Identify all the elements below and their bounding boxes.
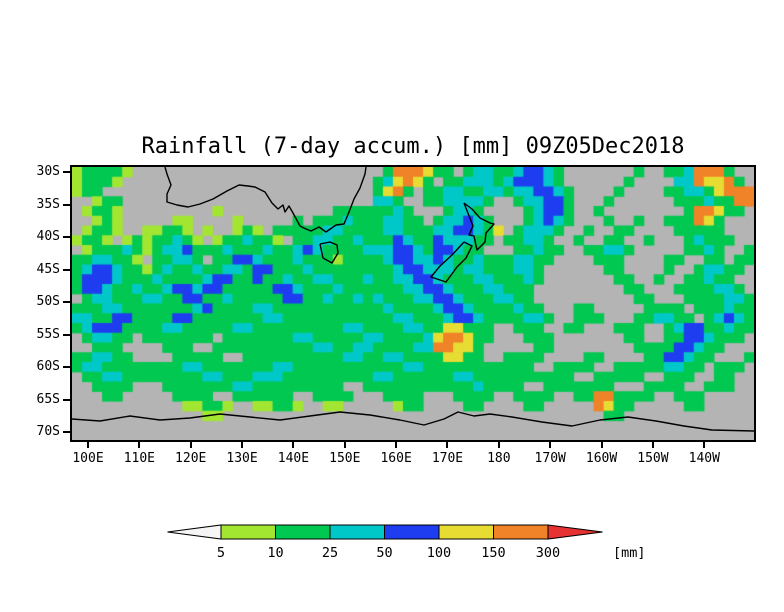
lon-tick-label: 170W bbox=[534, 451, 566, 466]
lat-tick-mark bbox=[63, 398, 70, 401]
colorbar-tick-label: 300 bbox=[535, 545, 561, 561]
lon-tick-mark bbox=[703, 442, 706, 448]
australia-coastline bbox=[164, 167, 367, 233]
lon-tick-label: 140W bbox=[688, 451, 720, 466]
lon-tick-mark bbox=[138, 442, 141, 448]
lat-axis: 30S 35S 40S 45S 50S 55S 60S 65S 70S bbox=[0, 164, 70, 442]
lon-tick-mark bbox=[446, 442, 449, 448]
lat-tick-mark bbox=[63, 236, 70, 238]
colorbar-tick-label: 150 bbox=[481, 545, 506, 561]
colorbar-unit-label: [mm] bbox=[613, 545, 646, 561]
colorbar-segment bbox=[384, 524, 440, 540]
colorbar-segment bbox=[220, 524, 276, 540]
colorbar-tick-label: 5 bbox=[216, 545, 226, 561]
lon-tick-mark bbox=[549, 442, 552, 448]
lon-tick-label: 150W bbox=[637, 451, 669, 466]
colorbar-tick-label: 50 bbox=[376, 545, 393, 561]
lat-tick-label: 70S bbox=[36, 424, 60, 439]
lon-tick-label: 130E bbox=[226, 451, 258, 466]
coastlines-svg bbox=[72, 167, 754, 432]
lon-tick-mark bbox=[343, 442, 346, 448]
lon-tick-label: 110E bbox=[123, 451, 155, 466]
map-plot-area bbox=[70, 165, 756, 442]
colorbar-segment bbox=[275, 524, 331, 540]
colorbar-scale bbox=[167, 524, 603, 540]
colorbar-segment bbox=[493, 524, 549, 540]
lon-tick-label: 140E bbox=[277, 451, 310, 466]
lat-tick-label: 50S bbox=[36, 294, 60, 309]
new-zealand-south-coastline bbox=[430, 241, 473, 283]
colorbar-arrow-above bbox=[547, 524, 603, 540]
colorbar-tick-label: 25 bbox=[321, 545, 339, 561]
lat-tick-mark bbox=[63, 203, 70, 206]
lat-tick-mark bbox=[63, 333, 70, 336]
colorbar-tick-label: 10 bbox=[267, 545, 284, 561]
lon-tick-label: 160E bbox=[380, 451, 412, 466]
lon-tick-mark bbox=[87, 442, 89, 448]
lat-tick-label: 40S bbox=[36, 229, 60, 244]
lon-tick-label: 100E bbox=[72, 451, 104, 466]
lon-tick-mark bbox=[241, 442, 244, 448]
lat-tick-mark bbox=[63, 171, 70, 173]
lon-tick-label: 160W bbox=[585, 451, 618, 466]
lon-tick-mark bbox=[497, 442, 500, 448]
lon-tick-label: 150E bbox=[329, 451, 361, 466]
colorbar-segment bbox=[438, 524, 494, 540]
antarctica-coastline bbox=[72, 411, 754, 432]
chart-title: Rainfall (7-day accum.) [mm] 09Z05Dec201… bbox=[141, 134, 685, 159]
rainfall-field-canvas bbox=[72, 167, 754, 440]
lat-tick-label: 30S bbox=[36, 164, 60, 179]
lat-tick-label: 55S bbox=[36, 326, 60, 342]
lon-tick-label: 170E bbox=[431, 451, 464, 466]
lat-tick-label: 60S bbox=[36, 359, 60, 374]
new-zealand-north-coastline bbox=[463, 202, 495, 251]
lon-tick-mark bbox=[651, 442, 654, 448]
lon-tick-mark bbox=[292, 442, 295, 448]
lat-tick-mark bbox=[63, 366, 70, 368]
lon-tick-mark bbox=[395, 442, 398, 448]
lon-tick-label: 120E bbox=[175, 451, 207, 466]
tasmania-coastline bbox=[319, 241, 339, 264]
lat-tick-mark bbox=[63, 301, 70, 303]
lon-tick-label: 180 bbox=[487, 451, 511, 466]
lat-tick-label: 45S bbox=[36, 261, 60, 277]
colorbar-segment bbox=[329, 524, 385, 540]
lat-tick-mark bbox=[63, 268, 70, 271]
colorbar: 5 10 25 50 100 150 300 [mm] bbox=[167, 524, 687, 568]
lon-tick-mark bbox=[189, 442, 192, 448]
lon-axis: 100E 110E 120E 130E 140E 150E 160E 170E 180 170W 1… bbox=[70, 442, 766, 472]
lat-tick-mark bbox=[63, 431, 70, 433]
colorbar-arrow-below bbox=[167, 524, 222, 540]
colorbar-tick-label: 100 bbox=[426, 545, 452, 561]
lat-tick-label: 35S bbox=[36, 196, 60, 212]
lon-tick-mark bbox=[600, 442, 603, 448]
lat-tick-label: 65S bbox=[36, 391, 60, 407]
